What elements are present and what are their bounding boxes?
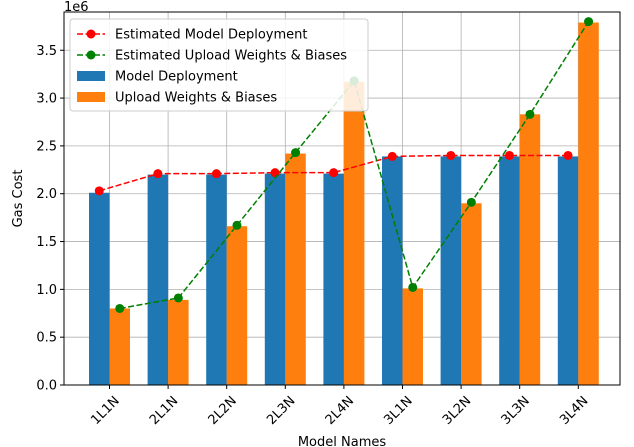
bar-upload-weights-biases-3l2n bbox=[461, 203, 482, 385]
y-tick-label: 3.0 bbox=[36, 92, 57, 107]
point-estimated-upload-weights-biases-1l1n bbox=[115, 303, 125, 313]
legend-label-estimated-upload-weights-biases: Estimated Upload Weights & Biases bbox=[115, 49, 347, 64]
point-estimated-model-deployment-1l1n bbox=[94, 186, 104, 196]
x-axis-label: Model Names bbox=[298, 435, 387, 447]
bar-upload-weights-biases-2l3n bbox=[285, 153, 306, 385]
bar-model-deployment-3l4n bbox=[557, 156, 579, 385]
legend-marker-estimated-model-deployment bbox=[86, 29, 96, 39]
point-estimated-upload-weights-biases-2l1n bbox=[173, 293, 183, 303]
y-tick-label: 2.0 bbox=[36, 187, 57, 202]
legend: Estimated Model Deployment Estimated Uplo… bbox=[69, 18, 369, 112]
legend-marker-estimated-upload-weights-biases bbox=[86, 50, 96, 60]
bar-model-deployment-3l2n bbox=[440, 156, 462, 385]
point-estimated-upload-weights-biases-3l4n bbox=[584, 17, 594, 27]
y-offset-text: 1e6 bbox=[64, 0, 89, 15]
bar-model-deployment-2l3n bbox=[264, 173, 286, 385]
point-estimated-model-deployment-2l2n bbox=[211, 169, 221, 179]
legend-box bbox=[69, 18, 369, 112]
bar-upload-weights-biases-3l3n bbox=[519, 114, 541, 385]
line-estimated-upload-weights-biases bbox=[119, 21, 590, 310]
bar-model-deployment-2l2n bbox=[206, 174, 227, 385]
point-estimated-model-deployment-3l4n bbox=[563, 150, 573, 160]
point-estimated-model-deployment-2l4n bbox=[329, 168, 339, 178]
bar-model-deployment-3l3n bbox=[499, 156, 520, 385]
point-estimated-model-deployment-3l1n bbox=[387, 151, 397, 161]
line-estimated-model-deployment bbox=[99, 154, 569, 192]
legend-label-upload-weights-biases: Upload Weights & Biases bbox=[115, 91, 277, 106]
point-estimated-model-deployment-3l2n bbox=[446, 150, 456, 160]
bars bbox=[89, 22, 599, 386]
bar-upload-weights-biases-2l2n bbox=[226, 226, 248, 385]
bar-upload-weights-biases-3l4n bbox=[578, 22, 599, 386]
bar-upload-weights-biases-3l1n bbox=[402, 288, 423, 385]
point-estimated-upload-weights-biases-2l2n bbox=[232, 220, 242, 230]
y-tick-label: 2.5 bbox=[36, 139, 57, 154]
y-tick-label: 0.5 bbox=[36, 331, 57, 346]
y-tick-label: 3.5 bbox=[36, 44, 57, 59]
legend-swatch-model-deployment bbox=[77, 71, 105, 81]
bar-model-deployment-2l1n bbox=[147, 174, 169, 385]
legend-swatch-upload-weights-biases bbox=[77, 92, 105, 102]
point-estimated-upload-weights-biases-3l3n bbox=[525, 109, 535, 119]
bar-model-deployment-3l1n bbox=[382, 156, 403, 385]
bar-model-deployment-1l1n bbox=[89, 192, 110, 385]
y-tick-label: 1.0 bbox=[36, 283, 57, 298]
bar-upload-weights-biases-1l1n bbox=[109, 308, 130, 385]
legend-label-estimated-model-deployment: Estimated Model Deployment bbox=[115, 28, 308, 43]
point-estimated-model-deployment-2l3n bbox=[270, 168, 280, 178]
point-estimated-upload-weights-biases-3l2n bbox=[466, 197, 476, 207]
bar-upload-weights-biases-2l4n bbox=[343, 81, 365, 386]
y-axis-label: Gas Cost bbox=[11, 170, 26, 228]
y-tick-label: 1.5 bbox=[36, 235, 57, 250]
point-estimated-model-deployment-2l1n bbox=[153, 169, 163, 179]
bar-model-deployment-2l4n bbox=[323, 173, 344, 385]
legend-label-model-deployment: Model Deployment bbox=[115, 70, 238, 85]
plot-frame bbox=[63, 11, 621, 386]
point-estimated-upload-weights-biases-3l1n bbox=[408, 282, 418, 292]
point-estimated-upload-weights-biases-2l3n bbox=[291, 148, 301, 158]
bar-upload-weights-biases-2l1n bbox=[168, 299, 189, 385]
y-tick-label: 0.0 bbox=[36, 379, 57, 394]
point-estimated-model-deployment-3l3n bbox=[504, 150, 514, 160]
